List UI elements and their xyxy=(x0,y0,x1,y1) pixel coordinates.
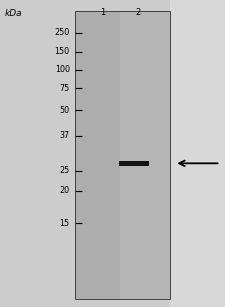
Bar xyxy=(75,11,170,299)
Text: 2: 2 xyxy=(136,8,141,17)
Text: 75: 75 xyxy=(59,84,70,93)
Bar xyxy=(170,0,225,307)
Bar xyxy=(75,11,120,299)
Text: kDa: kDa xyxy=(4,9,22,17)
Text: 1: 1 xyxy=(100,8,105,17)
Text: 100: 100 xyxy=(55,65,70,75)
Bar xyxy=(75,11,170,299)
Text: 150: 150 xyxy=(55,47,70,56)
Text: 37: 37 xyxy=(60,131,70,140)
Bar xyxy=(119,161,148,166)
Text: 25: 25 xyxy=(59,166,70,176)
Text: 250: 250 xyxy=(54,28,70,37)
Text: 20: 20 xyxy=(60,186,70,195)
Text: 15: 15 xyxy=(60,219,70,228)
Bar xyxy=(120,11,170,299)
Text: 50: 50 xyxy=(60,106,70,115)
